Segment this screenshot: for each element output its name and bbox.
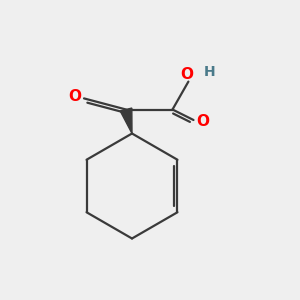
Text: O: O xyxy=(196,114,209,129)
Text: O: O xyxy=(180,67,194,82)
Text: H: H xyxy=(204,65,216,79)
Polygon shape xyxy=(120,108,132,134)
Text: O: O xyxy=(68,89,81,104)
